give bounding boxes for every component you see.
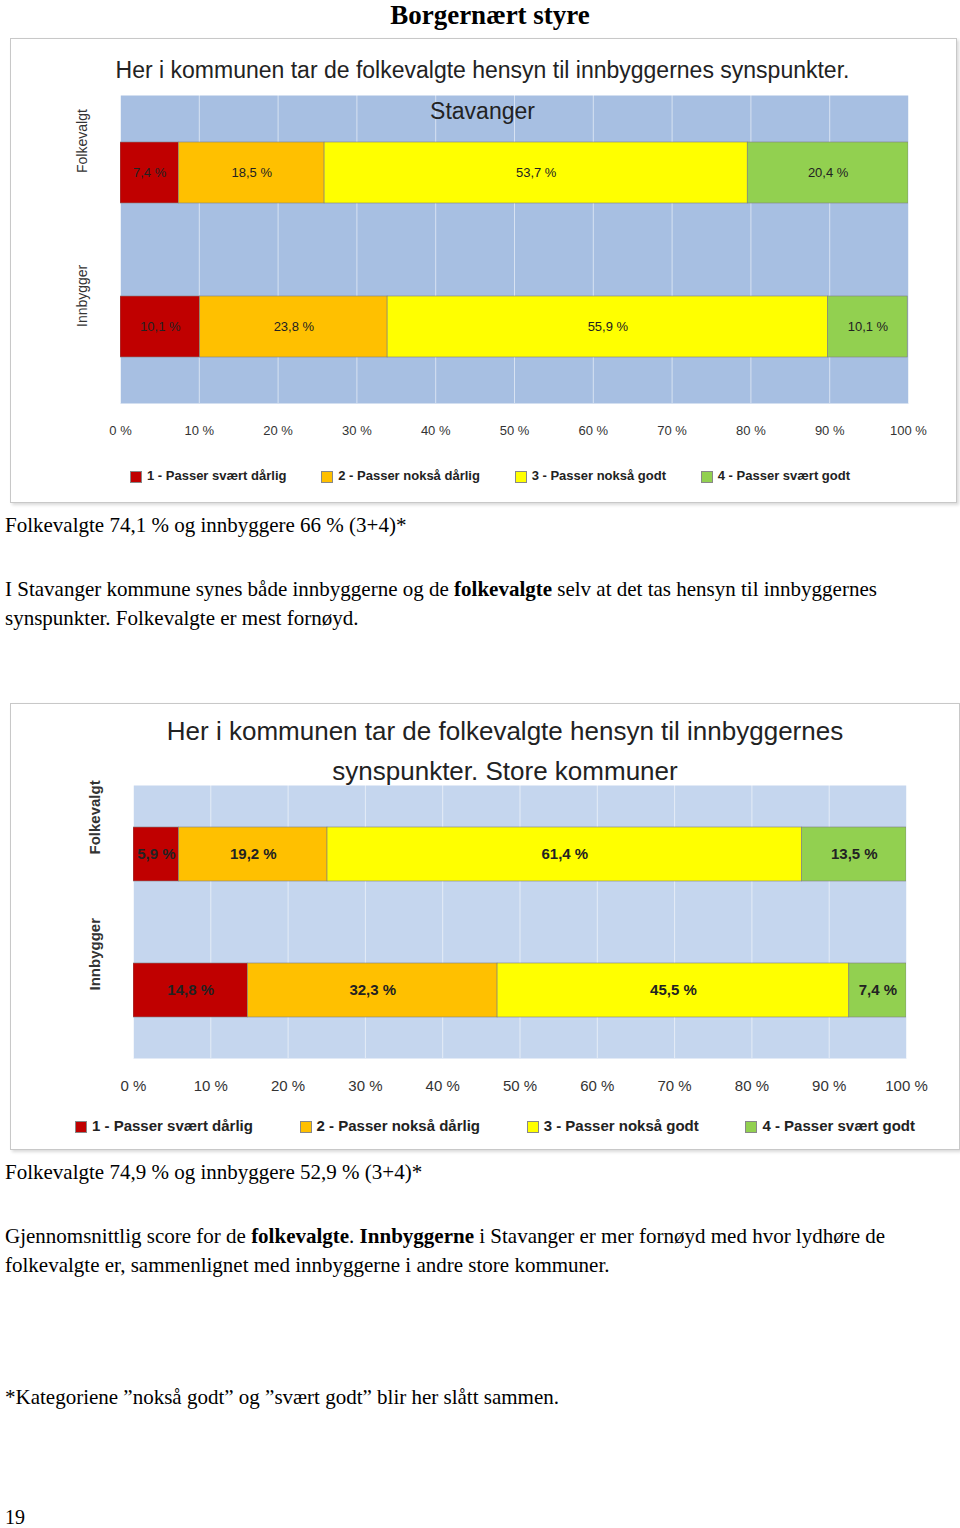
svg-text:32,3 %: 32,3 % [349,981,396,998]
svg-text:0 %: 0 % [109,423,132,438]
html-text:3 - Passer nokså godt: 3 - Passer nokså godt [531,468,666,483]
svg-text:80 %: 80 % [735,1077,769,1094]
svg-text:Folkevalgt: Folkevalgt [74,109,90,173]
svg-text:70 %: 70 % [657,1077,691,1094]
html-text:Stavanger: Stavanger [430,98,535,124]
svg-text:40 %: 40 % [426,1077,460,1094]
svg-text:10 %: 10 % [194,1077,228,1094]
svg-text:60 %: 60 % [580,1077,614,1094]
svg-text:7,4 %: 7,4 % [133,165,167,180]
svg-text:30 %: 30 % [342,423,372,438]
svg-text:30 %: 30 % [348,1077,382,1094]
html-text:I Stavanger kommune synes både: I Stavanger kommune synes både innbygger… [5,577,877,630]
svg-text:80 %: 80 % [736,423,766,438]
html-text:3 - Passer nokså godt: 3 - Passer nokså godt [543,1117,699,1134]
html-text:4 - Passer svært godt: 4 - Passer svært godt [762,1117,915,1134]
svg-text:7,4 %: 7,4 % [859,981,897,998]
svg-text:70 %: 70 % [657,423,687,438]
html-text:19: 19 [5,1506,25,1528]
html-text:Borgernært styre: Borgernært styre [390,0,590,30]
svg-text:50 %: 50 % [503,1077,537,1094]
svg-text:50 %: 50 % [500,423,530,438]
svg-text:100 %: 100 % [885,1077,928,1094]
svg-text:23,8 %: 23,8 % [274,319,315,334]
html-text:Her i kommunen tar de folkeval: Her i kommunen tar de folkevalgte hensyn… [115,57,850,83]
html-text:2 - Passer nokså dårlig: 2 - Passer nokså dårlig [338,468,480,483]
svg-text:10 %: 10 % [184,423,214,438]
svg-text:20,4 %: 20,4 % [808,165,849,180]
svg-text:Innbygger: Innbygger [74,264,90,327]
html-text:2 - Passer nokså dårlig: 2 - Passer nokså dårlig [316,1117,480,1134]
svg-text:100 %: 100 % [890,423,927,438]
html-text:4 - Passer svært godt: 4 - Passer svært godt [717,468,850,483]
html-text:Gjennomsnittlig score for de f: Gjennomsnittlig score for de folkevalgte… [5,1224,886,1277]
html-text:Her i kommunen tar de folkeval: Her i kommunen tar de folkevalgte hensyn… [166,716,844,786]
svg-text:18,5 %: 18,5 % [231,165,272,180]
svg-text:Innbygger: Innbygger [86,918,103,991]
svg-text:19,2 %: 19,2 % [230,845,277,862]
svg-text:60 %: 60 % [578,423,608,438]
svg-text:90 %: 90 % [812,1077,846,1094]
html-text:*Kategoriene ”nokså godt” og ”: *Kategoriene ”nokså godt” og ”svært godt… [5,1385,559,1409]
html-text:Folkevalgte 74,1 % og innbygge: Folkevalgte 74,1 % og innbyggere 66 % (3… [5,513,407,537]
html-text:Folkevalgte 74,9 % og innbygge: Folkevalgte 74,9 % og innbyggere 52,9 % … [5,1160,423,1184]
html-text:1 - Passer svært dårlig: 1 - Passer svært dårlig [92,1117,253,1134]
svg-text:13,5 %: 13,5 % [831,845,878,862]
svg-text:20 %: 20 % [271,1077,305,1094]
svg-text:0 %: 0 % [121,1077,147,1094]
svg-text:45,5 %: 45,5 % [650,981,697,998]
svg-text:10,1 %: 10,1 % [848,319,889,334]
svg-text:40 %: 40 % [421,423,451,438]
svg-text:53,7 %: 53,7 % [516,165,557,180]
svg-text:90 %: 90 % [815,423,845,438]
svg-text:20 %: 20 % [263,423,293,438]
svg-text:61,4 %: 61,4 % [541,845,588,862]
html-text:1 - Passer svært dårlig: 1 - Passer svært dårlig [147,468,287,483]
svg-text:14,8 %: 14,8 % [167,981,214,998]
svg-text:55,9 %: 55,9 % [588,319,629,334]
svg-text:10,1 %: 10,1 % [140,319,181,334]
svg-text:Folkevalgt: Folkevalgt [86,780,103,854]
svg-text:5,9 %: 5,9 % [137,845,175,862]
